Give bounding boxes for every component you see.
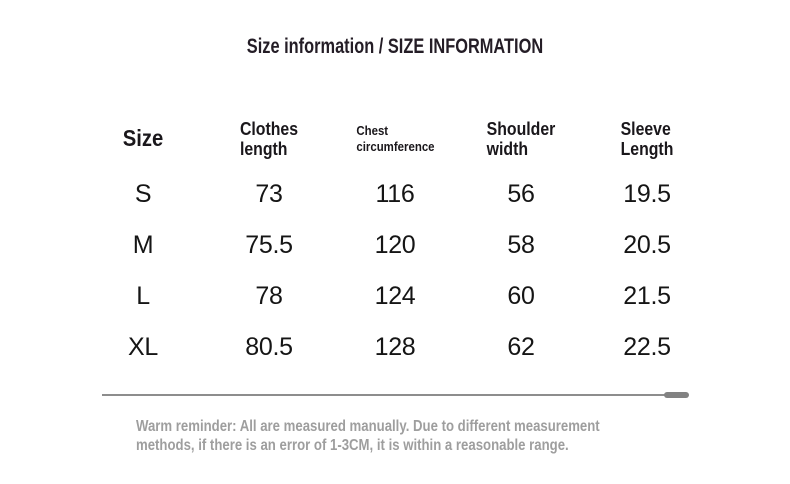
sleeve-length-cell: 19.5 bbox=[623, 180, 671, 208]
title-bar: Size information / SIZE INFORMATION bbox=[0, 35, 790, 59]
clothes-length-cell: 80.5 bbox=[245, 333, 293, 361]
size-cell: XL bbox=[128, 333, 158, 361]
col-header-chest-circumference-label: Chest circumference bbox=[355, 122, 435, 154]
chest-circumference-cell: 116 bbox=[375, 180, 415, 208]
col-header-clothes-length-label: Clothes length bbox=[239, 118, 299, 159]
clothes-length-cell: 73 bbox=[255, 180, 283, 208]
warm-reminder-note: Warm reminder: All are measured manually… bbox=[136, 417, 600, 455]
sleeve-length-cell: 21.5 bbox=[623, 282, 671, 310]
page-title: Size information / SIZE INFORMATION bbox=[246, 35, 544, 58]
clothes-length-cell: 78 bbox=[255, 282, 283, 310]
size-cell: M bbox=[132, 231, 154, 259]
reminder-line-1: Warm reminder: All are measured manually… bbox=[136, 418, 600, 435]
sleeve-length-cell: 20.5 bbox=[623, 231, 671, 259]
col-header-shoulder-width: Shoulder width bbox=[458, 109, 584, 169]
reminder-line-2: methods, if there is an error of 1-3CM, … bbox=[136, 437, 569, 454]
divider-handle bbox=[664, 392, 689, 398]
col-header-sleeve-length: Sleeve Length bbox=[584, 109, 710, 169]
size-cell: L bbox=[136, 282, 150, 310]
chest-circumference-cell: 124 bbox=[374, 282, 416, 310]
shoulder-width-cell: 60 bbox=[507, 282, 535, 310]
col-header-shoulder-width-label: Shoulder width bbox=[486, 118, 556, 159]
col-header-chest-circumference: Chest circumference bbox=[332, 109, 458, 169]
col-header-clothes-length: Clothes length bbox=[206, 109, 332, 169]
col-header-size: Size bbox=[80, 109, 206, 169]
col-header-sleeve-length-label: Sleeve Length bbox=[620, 118, 674, 159]
chest-circumference-cell: 128 bbox=[374, 333, 416, 361]
clothes-length-cell: 75.5 bbox=[245, 231, 293, 259]
divider-line bbox=[102, 392, 689, 398]
sleeve-length-cell: 22.5 bbox=[623, 333, 671, 361]
shoulder-width-cell: 58 bbox=[507, 231, 535, 259]
col-header-size-label: Size bbox=[122, 125, 164, 152]
shoulder-width-cell: 62 bbox=[507, 333, 535, 361]
chest-circumference-cell: 120 bbox=[374, 231, 416, 259]
size-table: Size Clothes length Chest circumference … bbox=[80, 109, 710, 373]
size-cell: S bbox=[134, 180, 152, 208]
shoulder-width-cell: 56 bbox=[507, 180, 535, 208]
